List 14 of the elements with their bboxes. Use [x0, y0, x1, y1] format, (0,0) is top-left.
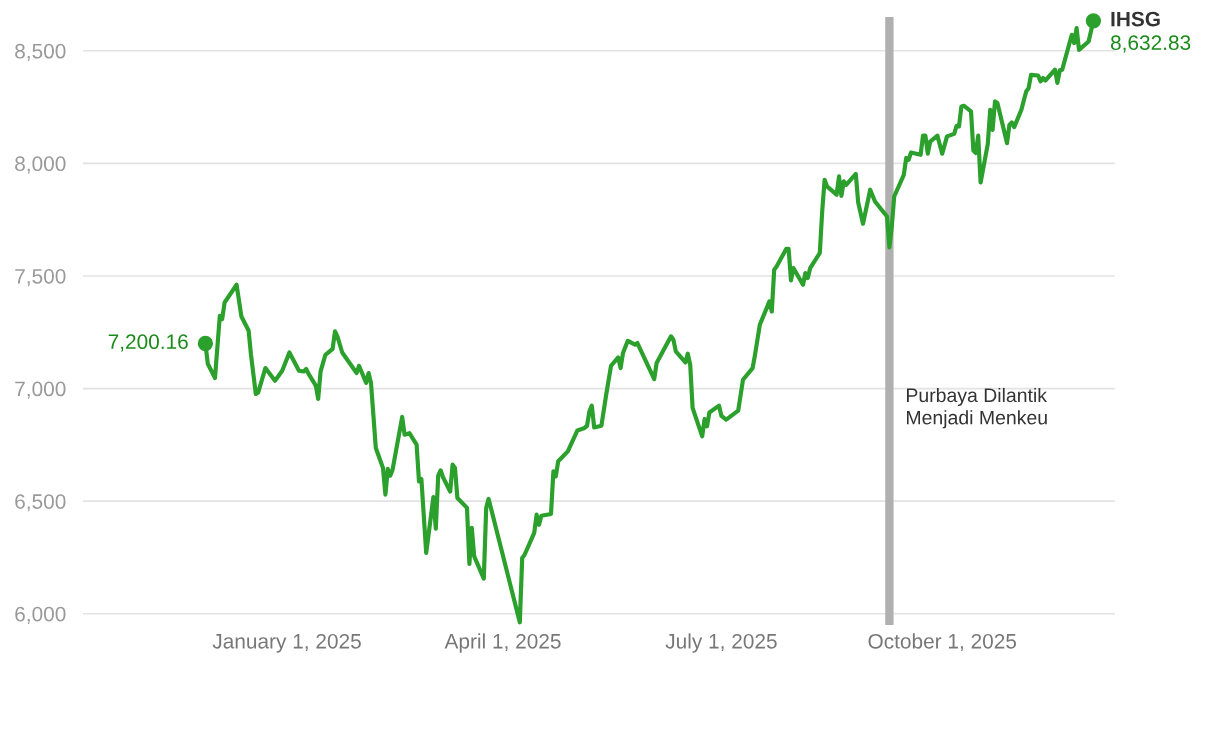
x-tick-label: July 1, 2025 [665, 633, 777, 653]
data-label: 8,632.83 [1110, 35, 1191, 53]
x-tick-label: January 1, 2025 [212, 633, 361, 653]
x-tick-label: April 1, 2025 [444, 633, 561, 653]
y-tick-label: 6,500 [15, 494, 66, 512]
series-label: IHSG [1111, 11, 1160, 27]
y-tick-label: 7,500 [15, 268, 66, 287]
x-tick-label: October 1, 2025 [868, 633, 1017, 652]
y-tick-label: 8,000 [15, 156, 66, 174]
y-tick-label: 6,000 [15, 606, 66, 624]
y-tick-label: 7,000 [15, 381, 66, 399]
y-tick-label: 8,500 [15, 43, 66, 61]
data-label: 7,200.16 [108, 334, 188, 352]
ref-line-label: Purbaya Dilantik Menjadi Menkeu [907, 387, 1048, 429]
